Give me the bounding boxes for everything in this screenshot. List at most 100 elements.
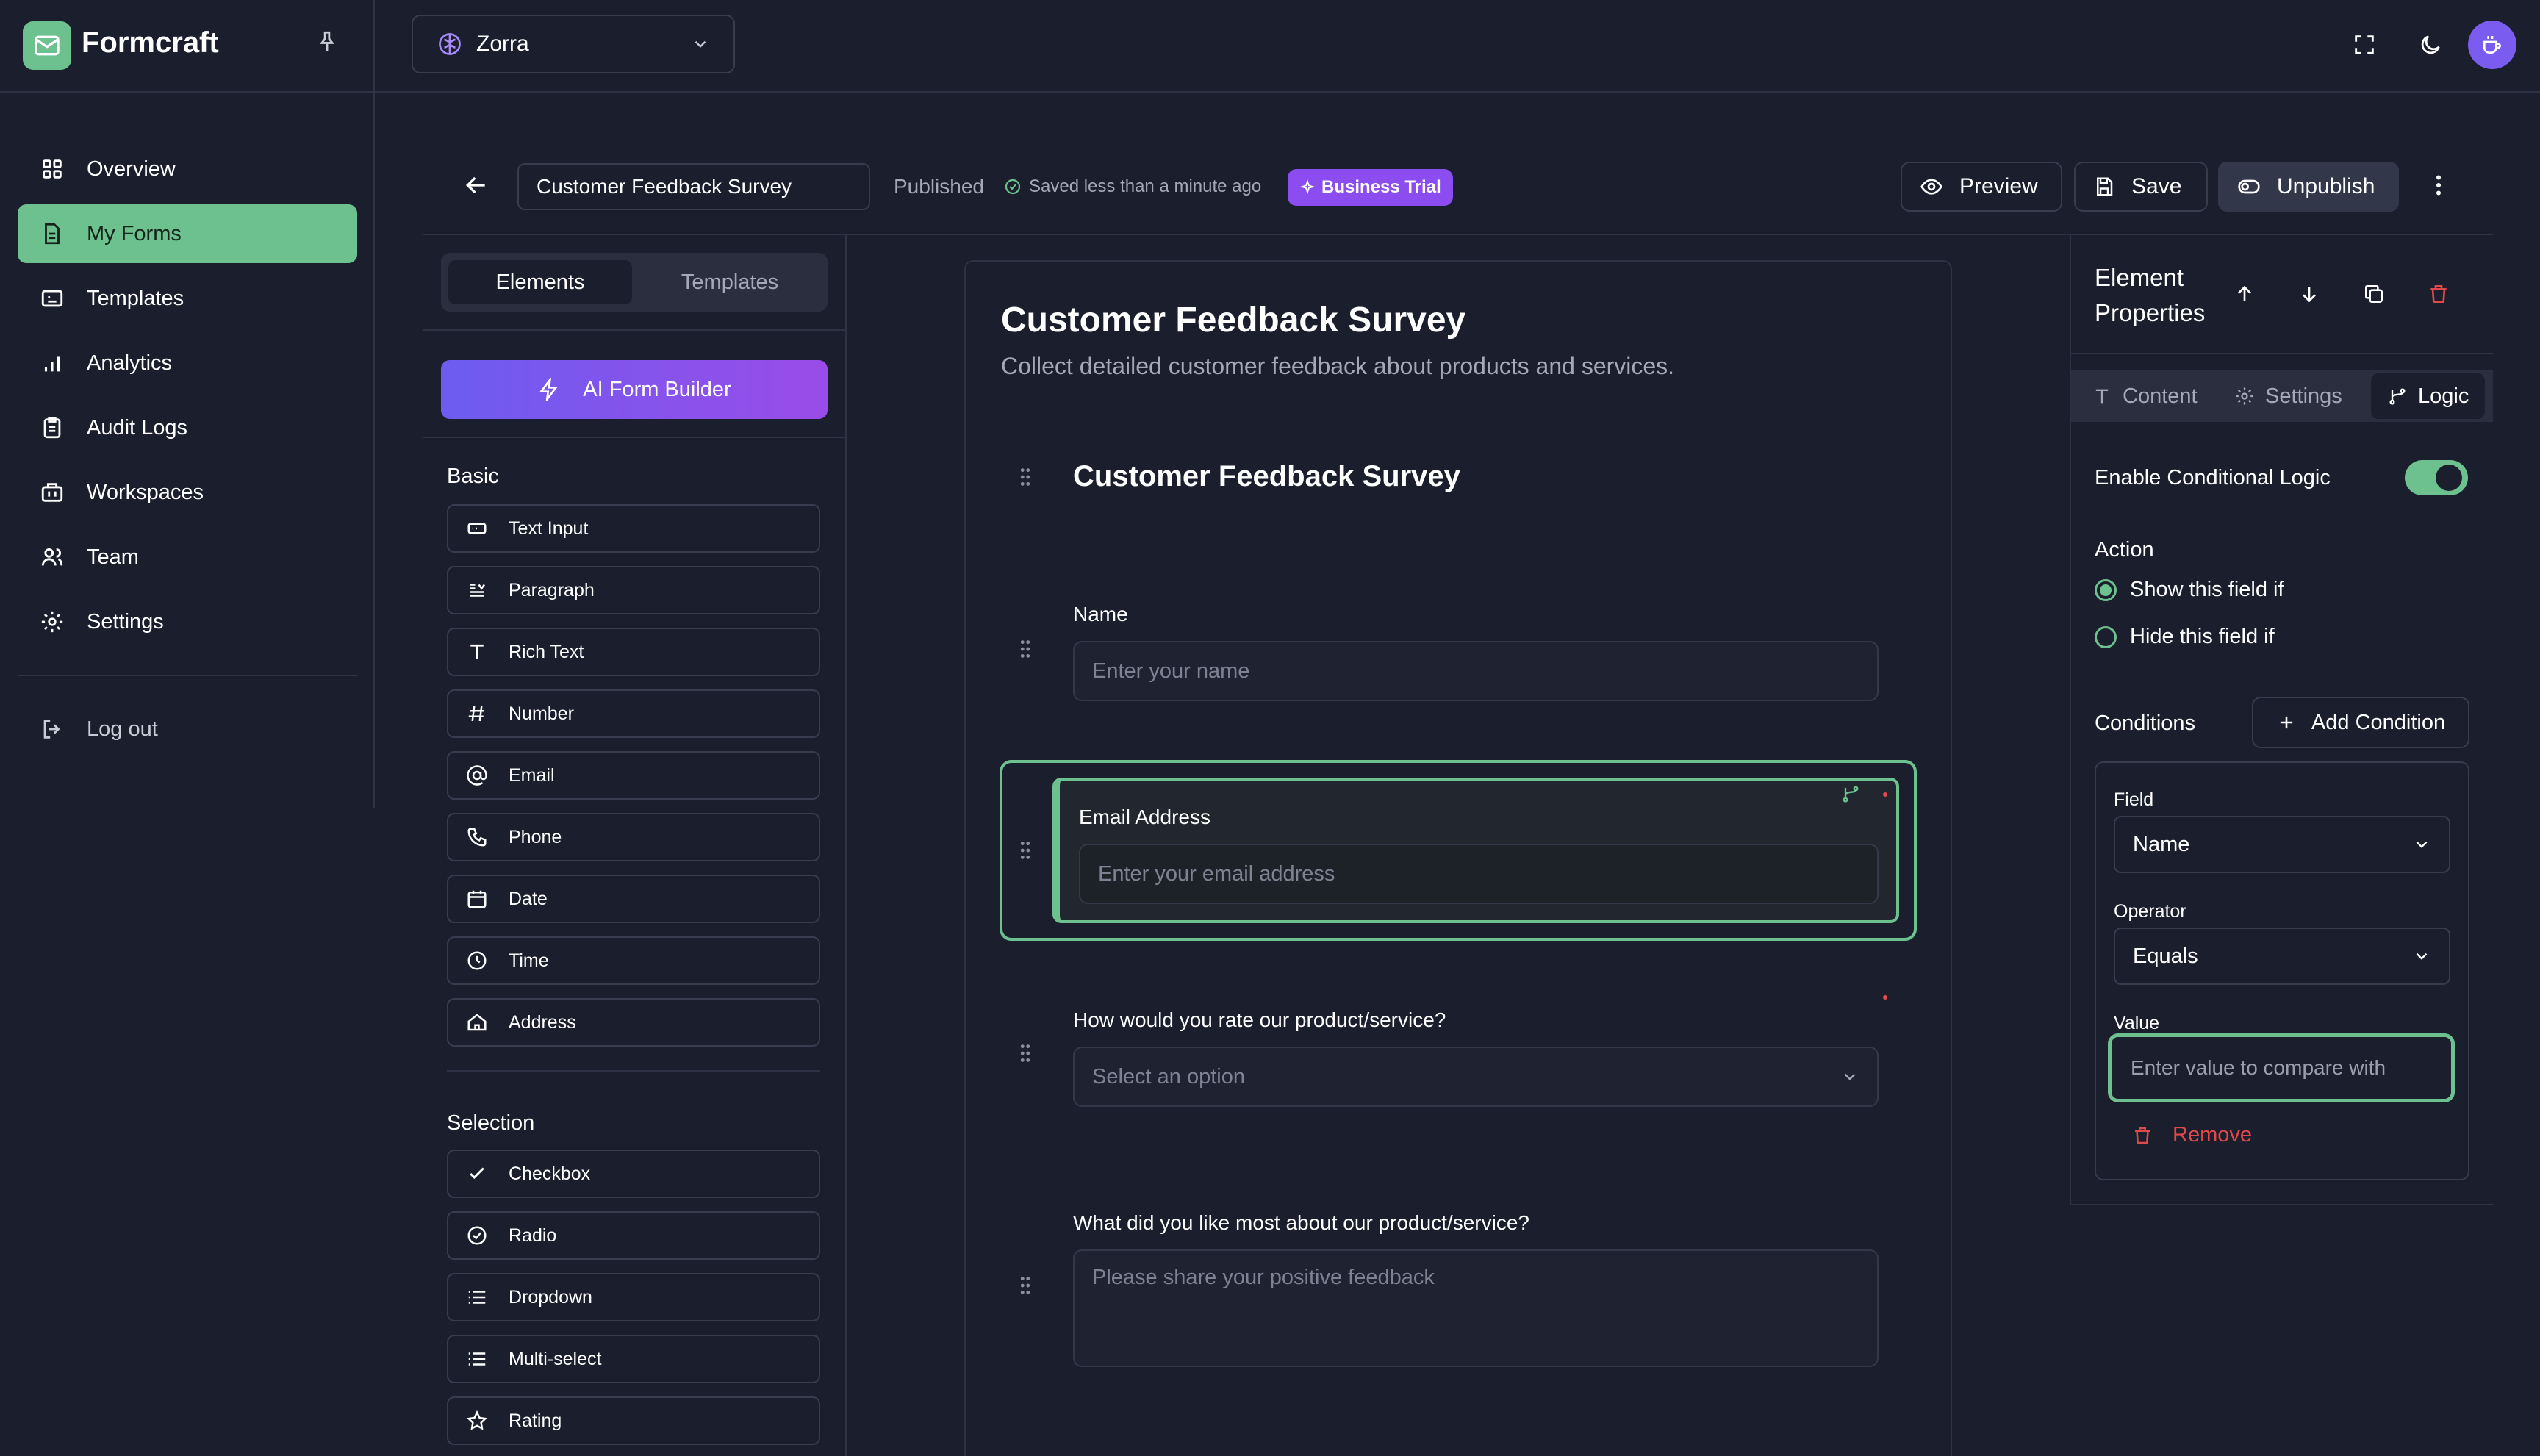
radio-button <box>2095 578 2117 601</box>
unpublish-button[interactable]: Unpublish <box>2218 162 2399 212</box>
add-condition-button[interactable]: Add Condition <box>2252 697 2469 748</box>
check-circle-icon <box>1005 179 1021 195</box>
more-vertical-icon[interactable] <box>2425 172 2452 198</box>
rating-select[interactable]: Select an option <box>1073 1047 1879 1107</box>
sidebar-item-label: Templates <box>87 286 184 310</box>
tab-settings[interactable]: Settings <box>2218 373 2358 419</box>
drag-handle-icon[interactable] <box>1018 638 1033 660</box>
brand-name: Formcraft <box>82 26 219 59</box>
element-address[interactable]: Address <box>447 998 820 1047</box>
saved-status: Saved less than a minute ago <box>1004 176 1261 197</box>
element-number[interactable]: Number <box>447 689 820 738</box>
chevron-down-icon <box>1844 1073 1856 1080</box>
top-bar <box>0 0 2540 93</box>
element-checkbox[interactable]: Checkbox <box>447 1150 820 1198</box>
element-multi-select[interactable]: Multi-select <box>447 1335 820 1383</box>
at-icon <box>467 765 487 786</box>
element-dropdown[interactable]: Dropdown <box>447 1273 820 1321</box>
star-icon <box>467 1410 487 1430</box>
dark-mode-moon-icon[interactable] <box>2418 32 2443 57</box>
sparkle-icon <box>1299 179 1316 195</box>
coffee-cup-icon <box>2483 36 2501 54</box>
tab-label: Content <box>2123 384 2198 408</box>
element-email[interactable]: Email <box>447 751 820 800</box>
rating-select-value: Select an option <box>1092 1064 1245 1089</box>
duplicate-icon[interactable] <box>2362 282 2386 306</box>
move-up-arrow-icon[interactable] <box>2233 282 2256 306</box>
home-icon <box>467 1014 487 1031</box>
element-rating[interactable]: Rating <box>447 1396 820 1445</box>
preview-button[interactable]: Preview <box>1901 162 2062 212</box>
form-name-input[interactable]: Customer Feedback Survey <box>517 163 870 210</box>
email-input[interactable]: Enter your email address <box>1079 844 1879 904</box>
tab-logic[interactable]: Logic <box>2371 373 2486 419</box>
element-label: Radio <box>509 1224 557 1246</box>
basic-section-title: Basic <box>447 465 499 488</box>
value-input[interactable]: Enter value to compare with <box>2108 1033 2455 1102</box>
radio-icon <box>467 1226 487 1245</box>
text-input-icon <box>467 523 487 534</box>
hide-field-radio[interactable]: Hide this field if <box>2095 625 2275 649</box>
chevron-down-icon <box>2416 841 2428 848</box>
remove-condition-button[interactable]: Remove <box>2131 1123 2252 1147</box>
eye-off-icon <box>2238 179 2260 194</box>
sidebar-item-audit-logs[interactable]: Audit Logs <box>18 398 357 457</box>
enable-logic-label: Enable Conditional Logic <box>2095 466 2331 489</box>
tab-content[interactable]: Content <box>2076 373 2214 419</box>
settings-gear-icon <box>41 611 63 633</box>
tab-elements[interactable]: Elements <box>448 260 632 304</box>
pin-icon[interactable] <box>315 29 340 54</box>
sidebar-item-templates[interactable]: Templates <box>18 269 357 328</box>
logout-label: Log out <box>87 717 158 741</box>
avatar[interactable] <box>2468 21 2516 69</box>
logout-button[interactable]: Log out <box>18 700 357 759</box>
sidebar-item-my-forms[interactable]: My Forms <box>18 204 357 263</box>
list-icon <box>468 1291 486 1304</box>
element-paragraph[interactable]: Paragraph <box>447 566 820 614</box>
element-rich-text[interactable]: Rich Text <box>447 628 820 676</box>
ai-form-builder-button[interactable]: AI Form Builder <box>441 360 828 419</box>
element-radio[interactable]: Radio <box>447 1211 820 1260</box>
forms-icon <box>45 223 60 245</box>
sidebar-item-overview[interactable]: Overview <box>18 140 357 198</box>
phone-icon <box>467 828 487 847</box>
logic-branch-icon <box>1840 783 1861 804</box>
drag-handle-icon[interactable] <box>1018 1042 1033 1064</box>
paragraph-icon <box>470 584 485 597</box>
fullscreen-icon[interactable] <box>2352 32 2377 57</box>
operator-select[interactable]: Equals <box>2114 928 2450 985</box>
move-down-arrow-icon[interactable] <box>2297 282 2321 306</box>
name-input[interactable]: Enter your name <box>1073 641 1879 701</box>
logout-icon <box>43 720 60 739</box>
logic-branch-icon <box>2389 388 2406 405</box>
sidebar-item-team[interactable]: Team <box>18 528 357 587</box>
element-text-input[interactable]: Text Input <box>447 504 820 553</box>
field-select[interactable]: Name <box>2114 816 2450 873</box>
show-field-radio[interactable]: Show this field if <box>2095 578 2284 602</box>
element-label: Rich Text <box>509 641 584 662</box>
drag-handle-icon[interactable] <box>1018 839 1033 861</box>
back-arrow-icon[interactable] <box>462 171 491 200</box>
drag-handle-icon[interactable] <box>1018 1274 1033 1297</box>
element-label: Address <box>509 1011 576 1033</box>
element-date[interactable]: Date <box>447 875 820 923</box>
overview-icon <box>43 159 62 179</box>
sidebar-item-analytics[interactable]: Analytics <box>18 334 357 392</box>
workspace-select[interactable]: Zorra <box>412 15 735 73</box>
clock-icon <box>467 951 487 970</box>
liked-textarea[interactable]: Please share your positive feedback <box>1073 1249 1879 1367</box>
selection-section-title: Selection <box>447 1111 535 1135</box>
section-heading[interactable]: Customer Feedback Survey <box>1073 460 1460 492</box>
workspaces-icon <box>41 483 63 502</box>
form-title[interactable]: Customer Feedback Survey <box>1001 301 1466 340</box>
delete-trash-icon[interactable] <box>2427 282 2450 306</box>
tab-templates[interactable]: Templates <box>681 270 779 294</box>
sidebar-divider <box>373 0 375 808</box>
form-description[interactable]: Collect detailed customer feedback about… <box>1001 353 1675 379</box>
save-button[interactable]: Save <box>2074 162 2208 212</box>
element-time[interactable]: Time <box>447 936 820 985</box>
sidebar-item-settings[interactable]: Settings <box>18 592 357 651</box>
element-phone[interactable]: Phone <box>447 813 820 861</box>
drag-handle-icon[interactable] <box>1018 466 1033 488</box>
sidebar-item-workspaces[interactable]: Workspaces <box>18 463 357 522</box>
